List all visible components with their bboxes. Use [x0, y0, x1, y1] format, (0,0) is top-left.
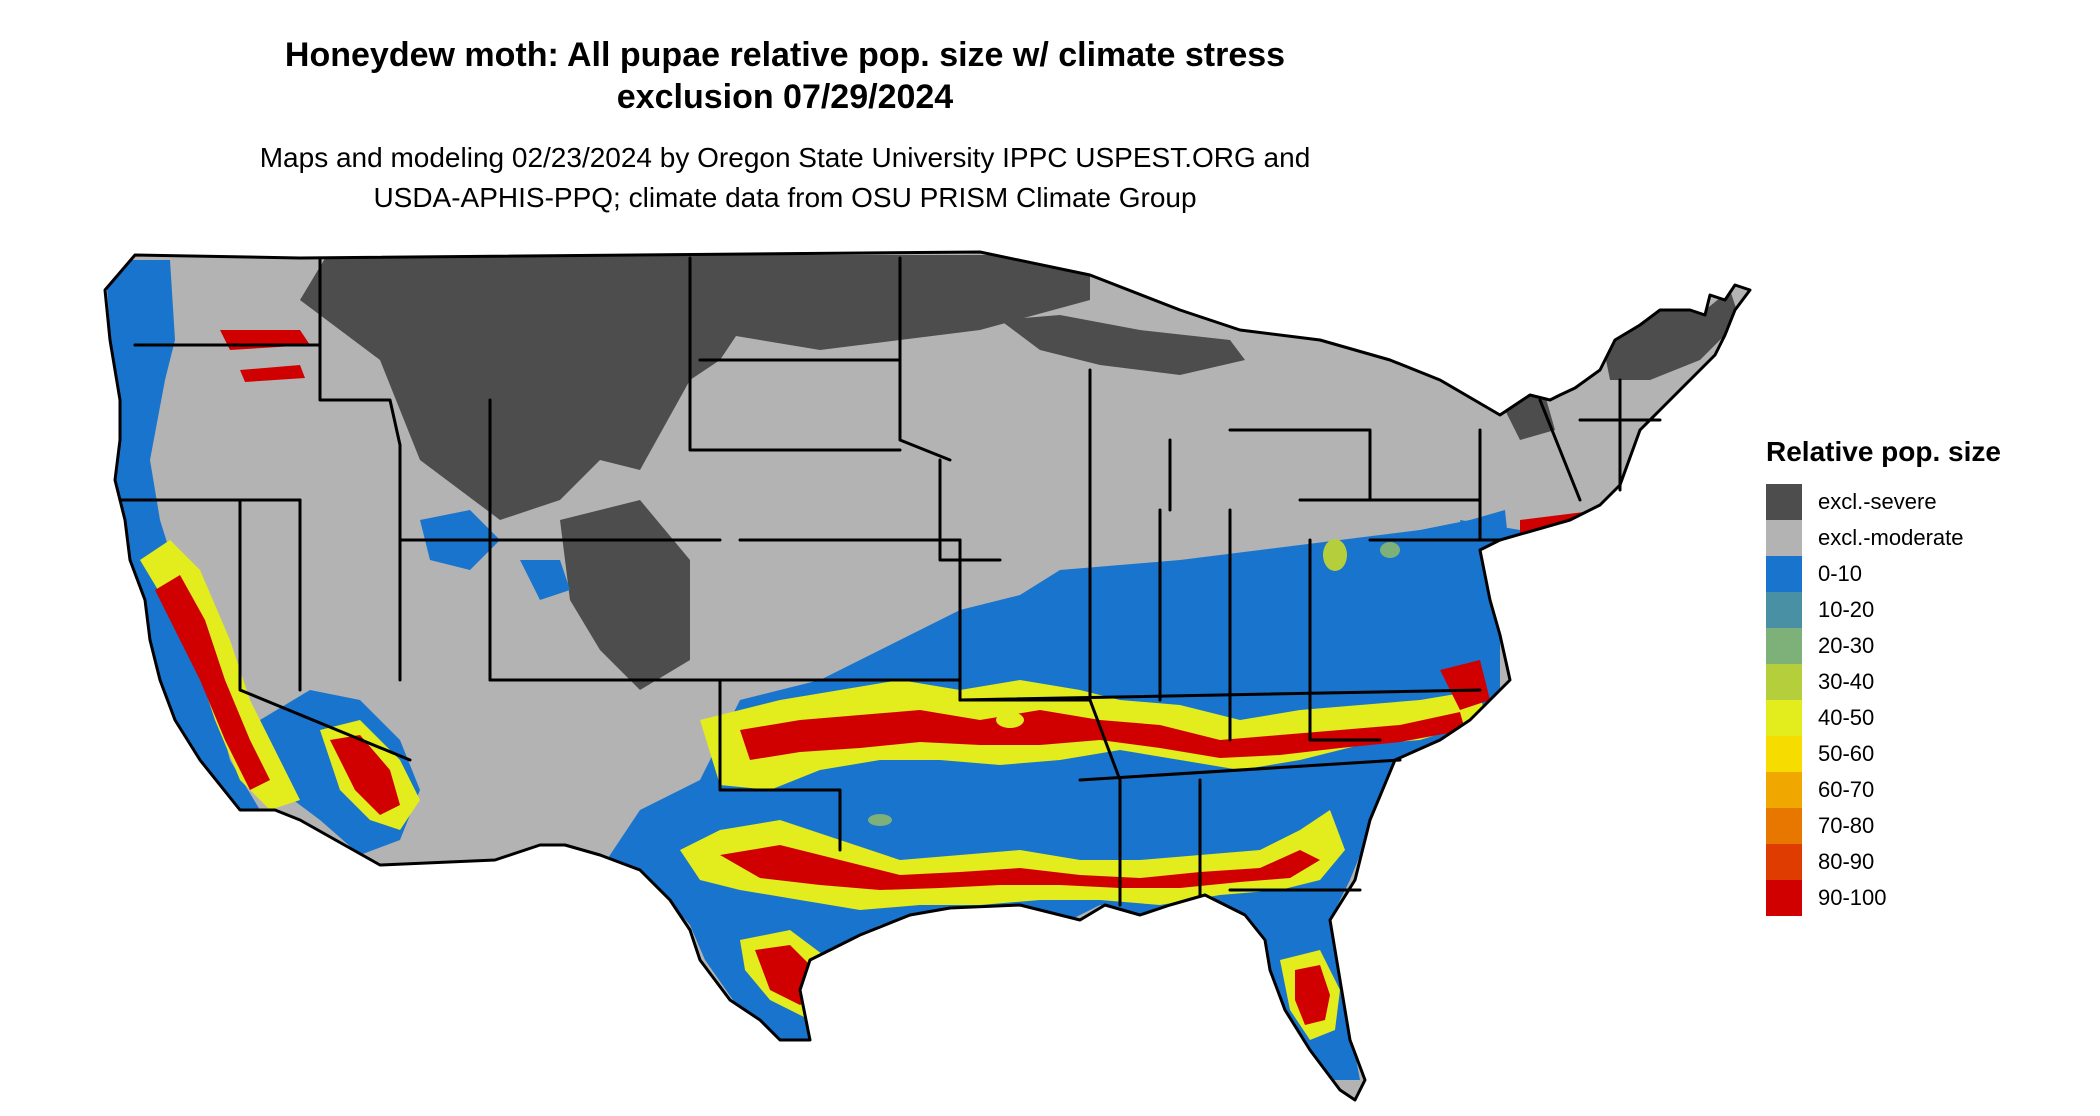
map-subtitle-line1: Maps and modeling 02/23/2024 by Oregon S… — [259, 142, 1311, 173]
hot-zone-east-coast — [1440, 660, 1490, 710]
hot-zone-california-core — [155, 575, 270, 790]
legend-label: 50-60 — [1818, 741, 1875, 766]
legend-title: Relative pop. size — [1766, 436, 2001, 467]
zone-60-70 — [996, 712, 1024, 728]
state-boundary — [488, 678, 842, 852]
legend-label: 30-40 — [1818, 669, 1875, 694]
zone-30-40 — [1323, 539, 1347, 571]
legend-item: 70-80 — [1766, 808, 2001, 844]
legend-label: 60-70 — [1818, 777, 1875, 802]
zone-40-50 — [1380, 542, 1400, 558]
legend-item: 0-10 — [1766, 556, 2001, 592]
excl-severe-region — [1000, 315, 1245, 375]
legend-swatch — [1766, 700, 1802, 736]
legend-label: excl.-severe — [1818, 489, 1937, 514]
map-title-line1: Honeydew moth: All pupae relative pop. s… — [284, 36, 1286, 74]
legend-label: 0-10 — [1818, 561, 1863, 586]
map-subtitle: Maps and modeling 02/23/2024 by Oregon S… — [0, 138, 1570, 218]
legend-swatch — [1766, 592, 1802, 628]
state-boundary — [1088, 438, 1122, 782]
state-boundary — [1308, 538, 1382, 742]
legend-swatch — [1766, 808, 1802, 844]
state-boundary — [1078, 758, 1402, 782]
legend-swatch — [1766, 772, 1802, 808]
state-boundary — [1228, 428, 1372, 502]
state-boundary — [1538, 398, 1582, 502]
legend-swatch — [1766, 736, 1802, 772]
legend-label: 80-90 — [1818, 849, 1875, 874]
legend-item: 60-70 — [1766, 772, 2001, 808]
legend: Relative pop. size excl.-severe excl.-mod… — [1766, 434, 2001, 916]
legend-label: excl.-moderate — [1818, 525, 1964, 550]
legend-item: 50-60 — [1766, 736, 2001, 772]
excl-severe-region — [560, 500, 690, 690]
legend-swatch — [1766, 880, 1802, 916]
legend-items: excl.-severe excl.-moderate 0-10 10-20 20-30… — [1766, 484, 2001, 916]
legend-label: 90-100 — [1818, 885, 1887, 910]
legend-item: excl.-moderate — [1766, 520, 2001, 556]
legend-swatch — [1766, 556, 1802, 592]
map-title-line2: exclusion 07/29/2024 — [616, 78, 954, 116]
hot-zone-gulf-core — [720, 845, 1320, 890]
zone-0-10 — [600, 510, 1510, 1080]
legend-item: 40-50 — [1766, 700, 2001, 736]
zone-40-50 — [868, 814, 892, 826]
legend-label: 70-80 — [1818, 813, 1875, 838]
state-boundary — [898, 256, 952, 462]
legend-item: excl.-severe — [1766, 484, 2001, 520]
hot-zone-florida-core — [1295, 965, 1330, 1025]
legend-swatch — [1766, 664, 1802, 700]
legend-label: 40-50 — [1818, 705, 1875, 730]
state-boundary — [318, 256, 402, 447]
state-boundary — [958, 688, 1482, 702]
state-boundary — [103, 250, 1752, 1102]
excl-severe-region — [690, 255, 1090, 350]
legend-swatch — [1766, 520, 1802, 556]
legend-item: 20-30 — [1766, 628, 2001, 664]
legend-label: 10-20 — [1818, 597, 1875, 622]
zone-0-10 — [105, 260, 260, 810]
hot-zone-arizona-core — [330, 735, 400, 815]
legend-label: 20-30 — [1818, 633, 1875, 658]
legend-swatch — [1766, 844, 1802, 880]
state-boundary — [938, 458, 1002, 562]
legend-item: 30-40 — [1766, 664, 2001, 700]
legend-item: 90-100 — [1766, 880, 2001, 916]
hot-zone-northwest — [240, 365, 305, 382]
legend-swatch — [1766, 484, 1802, 520]
excl-severe-region — [300, 252, 760, 520]
zone-0-10 — [520, 560, 570, 600]
legend-item: 80-90 — [1766, 844, 2001, 880]
legend-swatch — [1766, 628, 1802, 664]
map-title: Honeydew moth: All pupae relative pop. s… — [0, 34, 1570, 118]
legend-item: 10-20 — [1766, 592, 2001, 628]
state-boundary — [238, 498, 412, 762]
map-subtitle-line2: USDA-APHIS-PPQ; climate data from OSU PR… — [373, 182, 1197, 213]
